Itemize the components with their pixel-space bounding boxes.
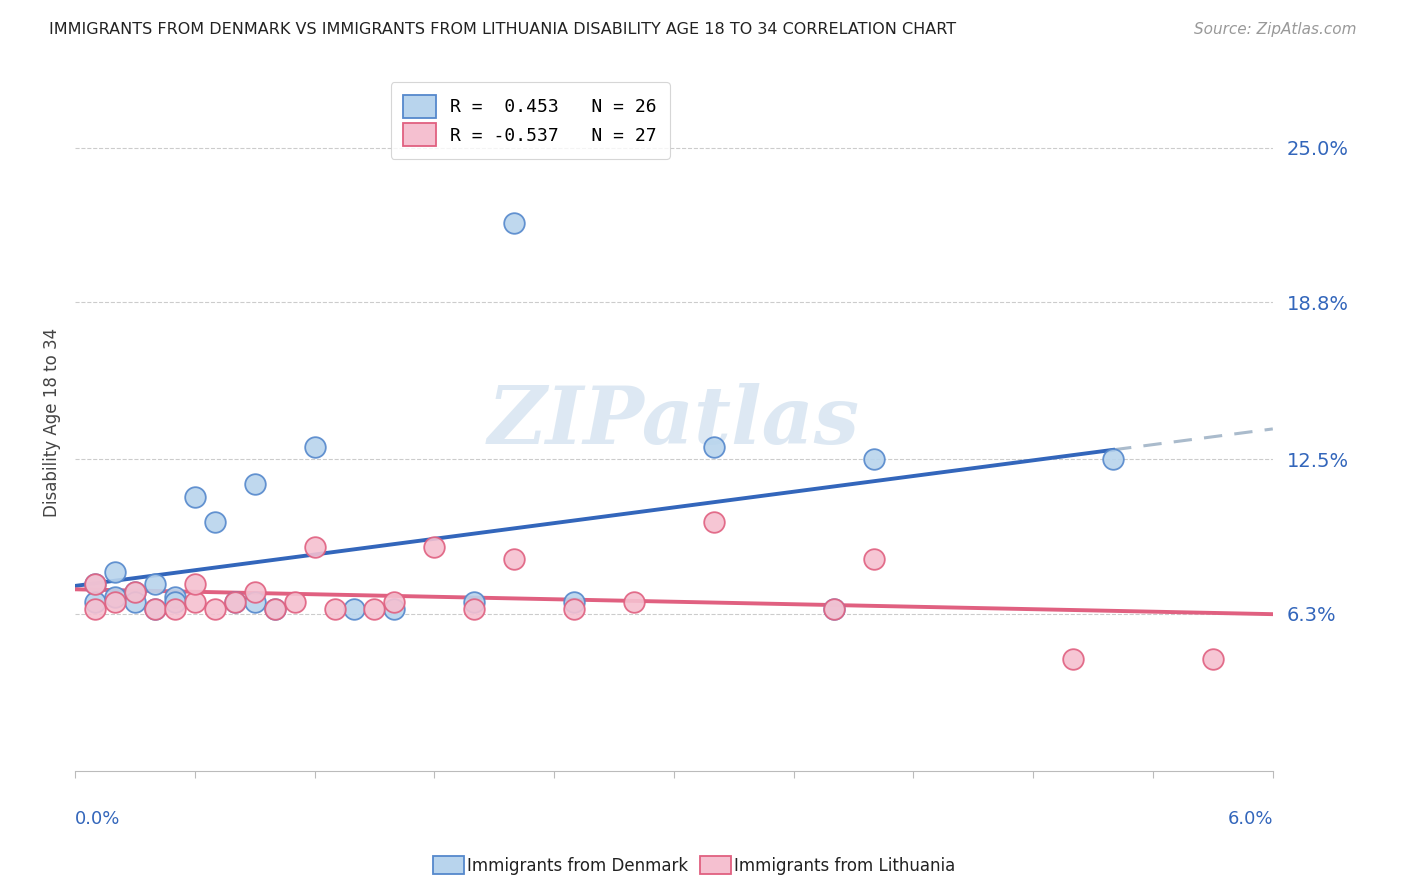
Point <box>1062 652 1084 666</box>
Point <box>124 584 146 599</box>
Point <box>423 540 446 554</box>
Point <box>184 577 207 591</box>
Point <box>823 602 845 616</box>
Point <box>463 594 485 608</box>
Point <box>623 594 645 608</box>
Point <box>263 602 285 616</box>
Point <box>84 577 107 591</box>
Point <box>862 452 884 467</box>
Point <box>104 590 127 604</box>
Point <box>104 594 127 608</box>
Point <box>363 602 385 616</box>
Point <box>124 584 146 599</box>
Point <box>703 515 725 529</box>
Point <box>703 440 725 454</box>
Point <box>384 602 406 616</box>
Point <box>163 594 186 608</box>
Point <box>562 594 585 608</box>
Point <box>204 602 226 616</box>
Point <box>163 590 186 604</box>
Y-axis label: Disability Age 18 to 34: Disability Age 18 to 34 <box>44 327 60 516</box>
Text: Immigrants from Lithuania: Immigrants from Lithuania <box>734 857 955 875</box>
Point <box>184 490 207 504</box>
Point <box>104 565 127 579</box>
Point <box>1102 452 1125 467</box>
Point <box>143 577 166 591</box>
Text: ZIPatlas: ZIPatlas <box>488 384 860 461</box>
Point <box>463 602 485 616</box>
Point <box>84 577 107 591</box>
Legend: R =  0.453   N = 26, R = -0.537   N = 27: R = 0.453 N = 26, R = -0.537 N = 27 <box>391 82 669 159</box>
Point <box>304 440 326 454</box>
Point <box>1202 652 1225 666</box>
Point <box>84 602 107 616</box>
Text: 6.0%: 6.0% <box>1227 810 1272 828</box>
Point <box>862 552 884 566</box>
Point <box>284 594 307 608</box>
Point <box>263 602 285 616</box>
Point <box>84 594 107 608</box>
Point <box>384 594 406 608</box>
Point <box>503 216 526 230</box>
Text: IMMIGRANTS FROM DENMARK VS IMMIGRANTS FROM LITHUANIA DISABILITY AGE 18 TO 34 COR: IMMIGRANTS FROM DENMARK VS IMMIGRANTS FR… <box>49 22 956 37</box>
Point <box>323 602 346 616</box>
Point <box>143 602 166 616</box>
Point <box>304 540 326 554</box>
Point <box>143 602 166 616</box>
Point <box>224 594 246 608</box>
Point <box>184 594 207 608</box>
Point <box>343 602 366 616</box>
Point <box>243 584 266 599</box>
Point <box>243 594 266 608</box>
Point <box>503 552 526 566</box>
Text: Immigrants from Denmark: Immigrants from Denmark <box>467 857 688 875</box>
Text: 0.0%: 0.0% <box>75 810 121 828</box>
Point <box>204 515 226 529</box>
Point <box>124 594 146 608</box>
Point <box>224 594 246 608</box>
Point <box>163 602 186 616</box>
Point <box>562 602 585 616</box>
Point <box>823 602 845 616</box>
Point <box>243 477 266 491</box>
Text: Source: ZipAtlas.com: Source: ZipAtlas.com <box>1194 22 1357 37</box>
